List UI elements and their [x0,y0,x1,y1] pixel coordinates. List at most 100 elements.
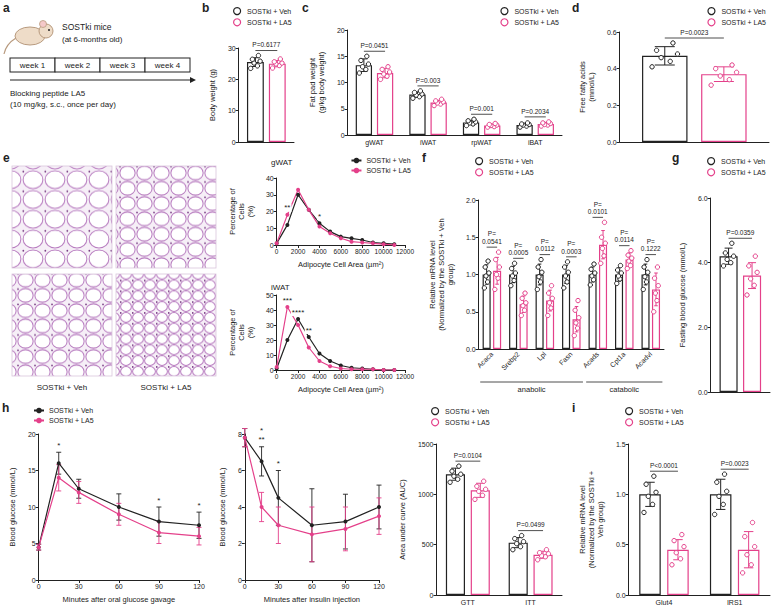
svg-text:2000: 2000 [291,248,306,255]
svg-text:P=0.6177: P=0.6177 [252,41,280,48]
svg-text:*: * [57,441,60,450]
svg-text:2.0: 2.0 [466,197,476,204]
svg-text:(mmol/L): (mmol/L) [587,72,596,102]
svg-text:***: *** [283,296,292,305]
svg-text:1.5: 1.5 [466,234,476,241]
svg-text:e: e [3,151,10,165]
svg-text:week 1: week 1 [19,61,46,70]
svg-text:Acads: Acads [582,350,601,369]
svg-text:SOSTki + Veh: SOSTki + Veh [514,8,558,15]
svg-text:****: **** [292,308,304,317]
svg-text:20: 20 [266,208,274,215]
svg-text:SOSTki + Veh: SOSTki + Veh [489,158,533,165]
svg-text:0.0101: 0.0101 [588,208,608,215]
svg-text:10: 10 [28,504,36,511]
svg-text:Srebp2: Srebp2 [500,350,522,372]
svg-text:P=0.0359: P=0.0359 [726,229,754,236]
svg-text:8000: 8000 [355,373,370,380]
svg-text:1000: 1000 [418,491,434,498]
svg-text:i: i [572,401,575,415]
svg-text:10: 10 [266,225,274,232]
svg-text:**: ** [258,435,264,444]
svg-text:2.0: 2.0 [698,324,708,331]
svg-text:Cells: Cells [237,324,246,341]
svg-text:10000: 10000 [375,248,393,255]
svg-text:2: 2 [238,540,242,547]
svg-text:P=: P= [488,230,496,237]
svg-text:SOSTki + LA5: SOSTki + LA5 [366,167,411,174]
svg-text:8000: 8000 [355,248,370,255]
svg-text:P=: P= [620,229,628,236]
svg-text:0.0112: 0.0112 [535,245,555,252]
svg-text:0.1222: 0.1222 [641,245,661,252]
svg-text:Blood glucose (mmol/L): Blood glucose (mmol/L) [8,467,17,546]
svg-text:SOSTki + Veh: SOSTki + Veh [721,158,765,165]
svg-text:Relative mRNA level: Relative mRNA level [578,485,587,554]
svg-text:Adipocyte Cell Area (µm²): Adipocyte Cell Area (µm²) [298,260,384,269]
svg-text:SOSTki + Veh: SOSTki + Veh [247,8,291,15]
svg-text:Lpl: Lpl [536,350,549,363]
svg-text:IRS1: IRS1 [727,599,743,606]
svg-text:**: ** [306,326,312,335]
svg-text:SOSTki + LA5: SOSTki + LA5 [721,169,766,176]
svg-text:d: d [572,1,579,15]
svg-text:(10 mg/kg, s.c., once per day): (10 mg/kg, s.c., once per day) [10,100,116,109]
svg-text:0.6: 0.6 [607,29,617,36]
svg-text:10: 10 [228,107,236,114]
svg-text:SOSTki + LA5: SOSTki + LA5 [247,19,292,26]
svg-text:0.0: 0.0 [466,346,476,353]
svg-text:group): group) [446,263,455,285]
svg-text:0: 0 [341,132,345,139]
svg-text:0: 0 [270,367,274,374]
svg-text:1.0: 1.0 [466,271,476,278]
svg-text:h: h [2,401,9,415]
svg-text:c: c [302,1,309,15]
svg-text:30: 30 [75,583,83,590]
svg-text:0.5: 0.5 [466,308,476,315]
svg-text:SOSTki + LA5: SOSTki + LA5 [514,19,559,26]
svg-text:0.0: 0.0 [616,592,626,599]
svg-text:10: 10 [337,79,345,86]
svg-text:(%): (%) [246,205,255,217]
svg-text:SOSTki + Veh: SOSTki + Veh [639,408,683,415]
svg-text:Percentage of: Percentage of [228,187,237,235]
svg-text:iWAT: iWAT [271,283,290,292]
svg-text:0.5: 0.5 [616,541,626,548]
svg-text:rpWAT: rpWAT [471,139,493,147]
svg-text:0.2: 0.2 [607,102,617,109]
svg-text:0.0: 0.0 [607,139,617,146]
svg-text:Cpt1a: Cpt1a [609,350,628,369]
svg-text:0: 0 [270,242,274,249]
svg-text:P<0.0001: P<0.0001 [650,462,678,469]
svg-text:30: 30 [266,322,274,329]
svg-text:P=: P= [567,240,575,247]
svg-text:*: * [197,501,200,510]
svg-text:90: 90 [342,583,350,590]
svg-text:gWAT: gWAT [271,158,292,167]
svg-text:Free fatty acids: Free fatty acids [578,61,587,113]
svg-text:0: 0 [430,592,434,599]
svg-text:anabolic: anabolic [518,385,546,394]
svg-text:500: 500 [422,541,434,548]
svg-text:P=0.0451: P=0.0451 [360,42,388,49]
svg-text:iBAT: iBAT [528,139,543,146]
svg-text:b: b [202,1,209,15]
svg-text:week 2: week 2 [64,61,91,70]
svg-text:2000: 2000 [291,373,306,380]
svg-text:Fasn: Fasn [558,350,574,366]
svg-text:P=0.0499: P=0.0499 [517,521,545,528]
svg-text:P=0.0023: P=0.0023 [680,29,708,36]
svg-text:10000: 10000 [375,373,393,380]
svg-text:Minutes after insulin injectio: Minutes after insulin injection [264,595,360,604]
svg-text:SOSTki + Veh: SOSTki + Veh [366,157,410,164]
svg-text:90: 90 [155,583,163,590]
svg-text:g: g [672,151,679,165]
svg-text:SOSTki + LA5: SOSTki + LA5 [445,419,490,426]
svg-text:10: 10 [266,352,274,359]
svg-text:(%): (%) [246,326,255,338]
svg-text:**: ** [284,203,290,212]
svg-text:SOSTki mice: SOSTki mice [62,22,112,32]
svg-text:0.0003: 0.0003 [561,248,581,255]
svg-text:Minutes after oral glucose gav: Minutes after oral glucose gavage [63,595,176,604]
svg-text:50: 50 [266,292,274,299]
